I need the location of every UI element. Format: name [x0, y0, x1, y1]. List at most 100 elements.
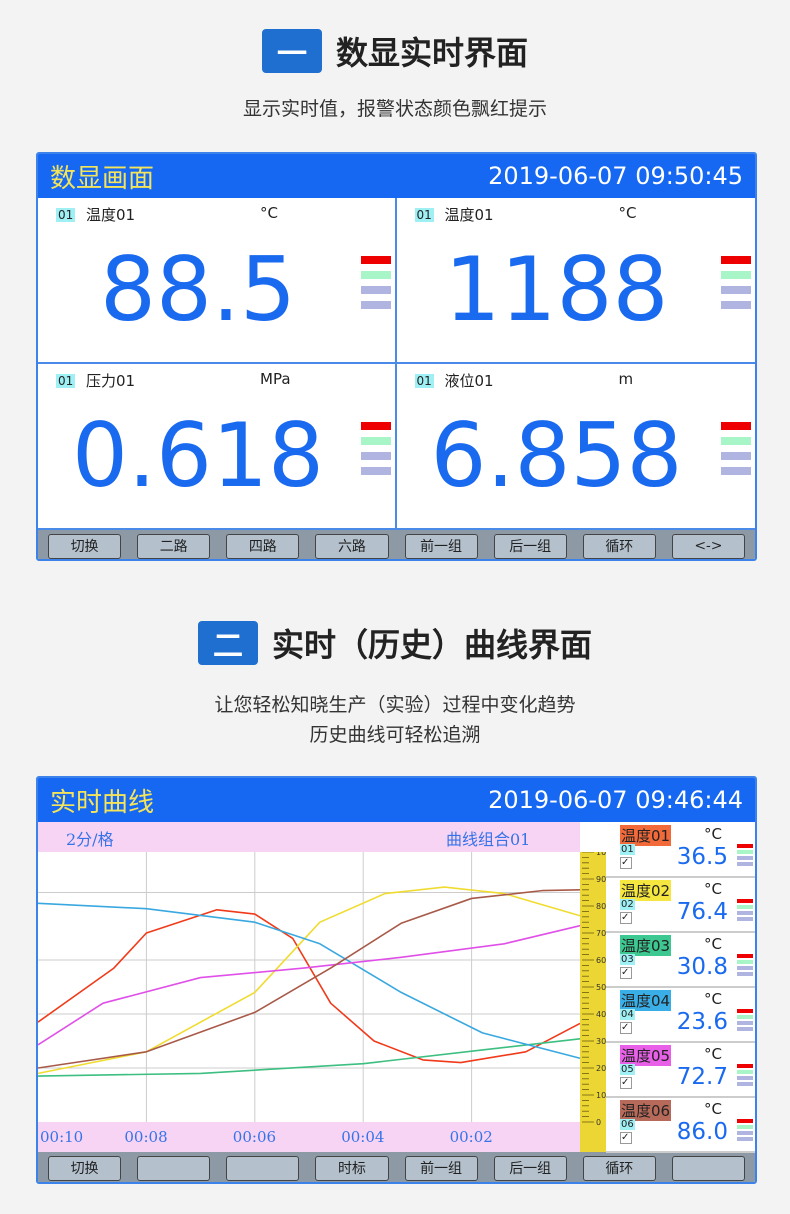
channel-id: 01	[56, 374, 76, 388]
x-tick-label: 00:06	[233, 1128, 276, 1146]
channel-id: 01	[414, 208, 434, 222]
section2-heading: 二 实时（历史）曲线界面	[0, 620, 790, 666]
current-value: 88.5	[100, 238, 296, 341]
datetime: 2019-06-07 09:50:45	[488, 162, 743, 190]
section-number-badge: 一	[261, 29, 322, 73]
current-value: 72.7	[676, 1064, 728, 1090]
time-scale-label: 2分/格	[66, 830, 114, 849]
softkey-button[interactable]: 循环	[582, 533, 656, 559]
unit: °C	[704, 825, 722, 843]
softkey-button[interactable]: 循环	[582, 1155, 656, 1181]
current-value: 23.6	[676, 1009, 728, 1035]
unit: °C	[618, 204, 637, 222]
softkey-button[interactable]: 后一组	[493, 533, 567, 559]
alarm-indicator	[721, 422, 751, 482]
y-tick-label: 10	[596, 1091, 606, 1100]
softkey-button[interactable]: 前一组	[404, 533, 478, 559]
channel-id: 01	[414, 374, 434, 388]
current-value: 0.618	[72, 404, 324, 507]
section-subtitle: 显示实时值，报警状态颜色飘红提示	[242, 98, 547, 120]
channel-id: 06	[620, 1119, 635, 1130]
section-subtitle-2: 历史曲线可轻松追溯	[309, 724, 481, 746]
softkey-button[interactable]: 前一组	[404, 1155, 478, 1181]
x-tick-label: 00:02	[450, 1128, 493, 1146]
current-value: 36.5	[676, 844, 728, 870]
current-value: 1188	[444, 238, 669, 341]
channel-name: 温度06	[620, 1100, 672, 1121]
visibility-checkbox[interactable]: ✓	[620, 1077, 632, 1089]
current-value: 6.858	[430, 404, 683, 507]
channel-name: 压力01	[86, 372, 136, 390]
trend-chart[interactable]: 00:1000:0800:0600:0400:02100908070605040…	[38, 852, 606, 1152]
channel-name: 温度01	[444, 206, 494, 224]
panel-title: 实时曲线	[50, 787, 155, 818]
panel-header: 数显画面 2019-06-07 09:50:45	[38, 154, 755, 198]
chart-info-strip: 2分/格 曲线组合01	[38, 822, 580, 852]
channel-row: 温度02 °C 02 ✓ 76.4	[606, 877, 755, 933]
alarm-indicator	[737, 1064, 753, 1088]
current-value: 86.0	[676, 1119, 728, 1145]
softkey-button[interactable]: 切换	[48, 533, 122, 559]
y-tick-label: 60	[596, 956, 606, 965]
series-line-02	[38, 886, 581, 1075]
visibility-checkbox[interactable]: ✓	[620, 1132, 632, 1144]
channel-id: 02	[620, 899, 635, 910]
alarm-indicator	[737, 844, 753, 868]
softkey-button[interactable]	[137, 1155, 211, 1181]
visibility-checkbox[interactable]: ✓	[620, 1022, 632, 1034]
y-tick-label: 30	[596, 1037, 606, 1046]
panel-title: 数显画面	[50, 163, 155, 194]
softkey-button[interactable]: 切换	[48, 1155, 122, 1181]
visibility-checkbox[interactable]: ✓	[620, 967, 632, 979]
channel-id: 01	[56, 208, 76, 222]
series-line-06	[38, 889, 581, 1069]
channel-row: 温度05 °C 05 ✓ 72.7	[606, 1042, 755, 1098]
y-tick-label: 90	[596, 875, 606, 884]
x-axis-strip	[38, 1122, 580, 1152]
unit: MPa	[260, 370, 291, 388]
alarm-indicator	[737, 954, 753, 978]
alarm-indicator	[721, 256, 751, 316]
button-bar: 切换 二路 四路 六路 前一组 后一组 循环 <->	[38, 530, 755, 559]
alarm-indicator	[737, 1009, 753, 1033]
softkey-button[interactable]: 四路	[226, 533, 300, 559]
softkey-button[interactable]: <->	[671, 533, 745, 559]
series-line-01	[38, 908, 581, 1064]
softkey-button[interactable]: 时标	[315, 1155, 389, 1181]
x-tick-label: 00:10	[40, 1128, 83, 1146]
softkey-button[interactable]: 二路	[137, 533, 211, 559]
y-tick-label: 20	[596, 1064, 606, 1073]
unit: °C	[704, 935, 722, 953]
unit: °C	[704, 1045, 722, 1063]
channel-name: 温度01	[86, 206, 136, 224]
curve-group-label: 曲线组合01	[446, 830, 531, 849]
value-cell: 01 压力01 MPa 0.618	[38, 364, 397, 530]
series-line-04	[38, 902, 581, 1060]
softkey-button[interactable]: 六路	[315, 533, 389, 559]
x-tick-label: 00:04	[341, 1128, 384, 1146]
channel-id: 05	[620, 1064, 635, 1075]
button-bar: 切换 时标 前一组 后一组 循环	[38, 1152, 755, 1182]
softkey-button[interactable]	[226, 1155, 300, 1181]
section1-heading: 一 数显实时界面	[0, 28, 790, 74]
channel-row: 温度06 °C 06 ✓ 86.0	[606, 1097, 755, 1153]
channel-id: 01	[620, 844, 635, 855]
series-line-05	[38, 924, 581, 1046]
section-number-badge: 二	[197, 621, 258, 665]
softkey-button[interactable]	[671, 1155, 745, 1181]
y-tick-label: 40	[596, 1010, 606, 1019]
section-subtitle-1: 让您轻松知晓生产（实验）过程中变化趋势	[214, 694, 576, 716]
current-value: 76.4	[676, 899, 728, 925]
series-line-03	[38, 1038, 581, 1077]
alarm-indicator	[737, 1119, 753, 1143]
visibility-checkbox[interactable]: ✓	[620, 857, 632, 869]
visibility-checkbox[interactable]: ✓	[620, 912, 632, 924]
channel-name: 温度01	[620, 825, 672, 846]
datetime: 2019-06-07 09:46:44	[488, 786, 743, 814]
channel-name: 温度03	[620, 935, 672, 956]
section-title: 数显实时界面	[335, 34, 528, 72]
y-tick-label: 70	[596, 929, 606, 938]
value-cell: 01 温度01 °C 88.5	[38, 198, 397, 364]
softkey-button[interactable]: 后一组	[493, 1155, 567, 1181]
y-tick-label: 100	[596, 852, 606, 857]
